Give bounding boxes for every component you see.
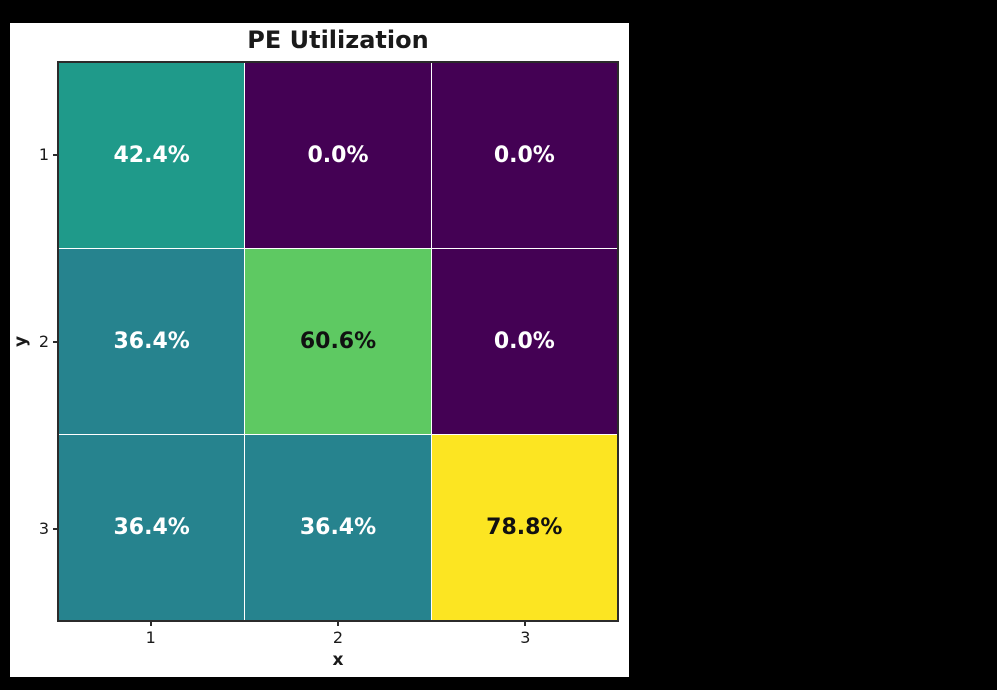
heatmap-cell: 36.4% [59,249,245,434]
heatmap-cell: 36.4% [59,435,245,620]
heatmap-cell: 36.4% [245,435,431,620]
y-tick-mark [53,527,57,530]
y-tick-label: 2 [38,331,49,351]
cell-value-label: 0.0% [493,143,555,168]
x-tick-label: 3 [520,628,531,647]
y-axis-label: y [11,335,32,348]
heatmap-cell: 0.0% [431,249,617,434]
cell-value-label: 0.0% [493,329,555,354]
x-tick-mark [524,622,527,626]
chart-title: PE Utilization [247,26,429,54]
x-axis-label: x [332,650,344,670]
heatmap-cell: 0.0% [245,63,431,248]
cell-value-label: 36.4% [113,515,190,540]
x-tick-label: 1 [145,628,156,647]
x-tick-label: 2 [332,628,344,647]
cell-value-label: 42.4% [113,143,190,168]
heatmap-cell: 0.0% [431,63,617,248]
figure-canvas: PE Utilization 42.4% 0.0% 0.0% 36.4% 60.6% 0.… [10,23,629,677]
heatmap-cell: 60.6% [245,249,431,434]
cell-value-label: 0.0% [307,143,369,168]
heatmap-cell: 78.8% [431,435,617,620]
y-tick-label: 3 [38,518,49,538]
y-tick-label: 1 [38,144,49,164]
cell-value-label: 36.4% [299,515,377,540]
y-tick-mark [53,340,57,343]
cell-value-label: 78.8% [486,515,563,540]
x-tick-mark [337,622,339,626]
heatmap-grid: 42.4% 0.0% 0.0% 36.4% 60.6% 0.0% 36.4% 36.4% 78.… [59,63,617,620]
cell-value-label: 60.6% [299,329,377,354]
heatmap-cell: 42.4% [59,63,245,248]
x-tick-mark [149,622,152,626]
heatmap-plot-area: 42.4% 0.0% 0.0% 36.4% 60.6% 0.0% 36.4% 36.4% 78.… [57,61,619,622]
y-tick-mark [53,153,57,156]
cell-value-label: 36.4% [113,329,190,354]
